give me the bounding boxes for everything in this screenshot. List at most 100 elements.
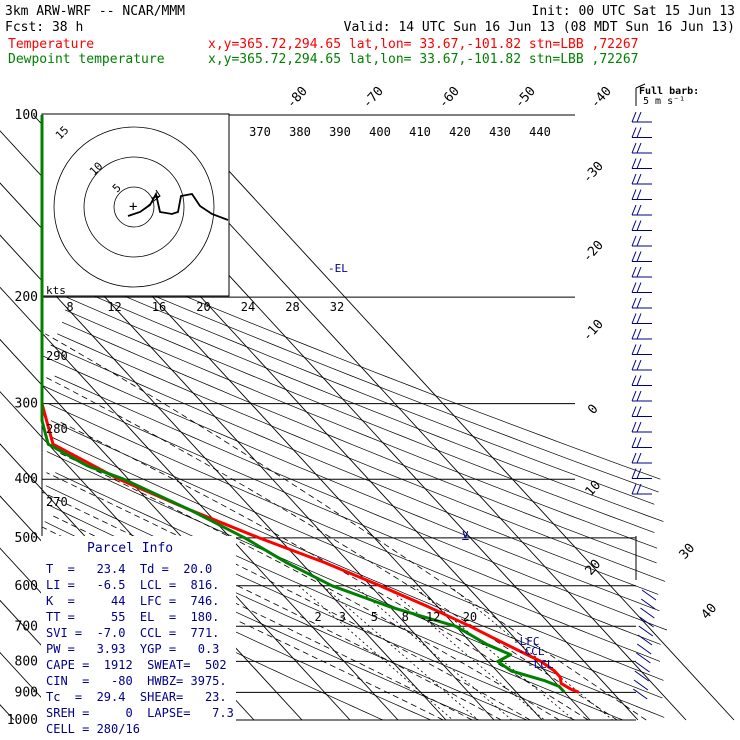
parcel-info-panel: Parcel Info T = 23.4 Td = 20.0 LI = -6.5… xyxy=(41,536,236,736)
parcel-info-row: TT = 55 EL = 180. xyxy=(46,610,219,624)
isotherm-line xyxy=(0,182,495,721)
mixing-ratio-line xyxy=(298,585,454,721)
wind-barb-flag xyxy=(631,111,637,123)
wind-barb-flag xyxy=(631,282,637,293)
pressure-label: 900 xyxy=(15,685,38,700)
wind-barb-flag xyxy=(636,437,642,448)
wind-barb-flag xyxy=(631,313,637,324)
wind-barb xyxy=(636,652,651,664)
hodograph-ring-10 xyxy=(83,156,185,258)
init-time: Init: 00 UTC Sat 15 Jun 13 xyxy=(532,4,736,19)
full-barb-legend-barb xyxy=(635,83,646,89)
hodograph-u-label: 24 xyxy=(241,300,255,314)
pressure-label: 200 xyxy=(15,290,38,305)
hodograph: 15 10 5 + kts xyxy=(41,113,230,297)
wind-barb-flag xyxy=(636,220,642,231)
theta-label: 380 xyxy=(289,125,311,139)
hodograph-center-plus: + xyxy=(129,199,137,215)
theta-side-label: 270 xyxy=(46,495,68,509)
mixing-ratio-label: 3 xyxy=(339,610,346,624)
dewpoint-legend-info: x,y=365.72,294.65 lat,lon= 33.67,-101.82… xyxy=(208,52,638,67)
wind-barb-flag xyxy=(631,437,637,448)
theta-side-label: 290 xyxy=(46,349,68,363)
wind-barb-flag xyxy=(631,390,637,402)
parcel-info-row: T = 23.4 Td = 20.0 xyxy=(46,562,212,576)
mixing-ratio-label: 2 xyxy=(314,610,321,624)
wind-barb xyxy=(633,679,649,691)
pressure-axis-labels: 100 200 300 400 500 600 700 800 900 1000 xyxy=(7,108,38,728)
wind-barb-flag xyxy=(636,406,642,417)
wind-barb-flag xyxy=(631,142,637,154)
wind-barb-flag xyxy=(631,266,637,278)
pressure-label: 600 xyxy=(15,579,38,594)
hodograph-u-label: 16 xyxy=(152,300,166,314)
mixing-ratio-label: 12 xyxy=(426,610,440,624)
hodograph-u-label: 20 xyxy=(196,300,210,314)
full-barb-legend: Full barb: 5 m s⁻¹ xyxy=(635,83,699,107)
wind-barb-flag xyxy=(636,359,642,371)
ccl-annotation: -CCL xyxy=(518,645,545,658)
wind-barb-flag xyxy=(631,344,637,355)
isotherm-line xyxy=(0,338,351,721)
hodograph-ring-5 xyxy=(113,186,155,228)
moist-adiabat-line xyxy=(41,491,502,721)
hodograph-u-axis-labels: 8 12 16 20 24 28 32 xyxy=(66,300,344,314)
wind-barb-flag xyxy=(631,235,637,247)
wind-barb-flag xyxy=(631,251,637,262)
dry-adiabat-line xyxy=(48,403,661,662)
wind-barb-flag xyxy=(636,266,642,278)
dry-adiabat-line xyxy=(65,296,655,533)
wind-barb-flag xyxy=(636,189,642,200)
mixing-ratio-label: 5 xyxy=(371,610,378,624)
temperature-legend-info: x,y=365.72,294.65 lat,lon= 33.67,-101.82… xyxy=(208,37,638,52)
isotherm-line xyxy=(177,114,735,721)
pressure-label: 400 xyxy=(15,472,38,487)
wind-barb-flag xyxy=(636,251,642,262)
wind-barb-flag xyxy=(631,328,637,340)
theta-side-label: 280 xyxy=(46,422,68,436)
pressure-label: 300 xyxy=(15,397,38,412)
mixing-ratio-line xyxy=(412,585,575,721)
theta-label: 420 xyxy=(449,125,471,139)
theta-label: 430 xyxy=(489,125,511,139)
pressure-label: 500 xyxy=(15,531,38,546)
wind-barb-flag xyxy=(636,142,642,154)
dry-adiabat-line xyxy=(61,269,655,505)
wind-barb-flag xyxy=(636,282,642,293)
wind-barb xyxy=(635,661,650,673)
hodograph-trace xyxy=(127,191,229,221)
parcel-info-row: CAPE = 1912 SWEAT= 502 xyxy=(46,658,227,672)
parcel-info-row: SREH = 0 LAPSE= 7.3 xyxy=(46,706,234,720)
wind-barb xyxy=(641,589,657,601)
pressure-label: 1000 xyxy=(7,713,38,728)
theta-label: 440 xyxy=(529,125,551,139)
moist-adiabat-line xyxy=(46,472,531,721)
dry-adiabat-line xyxy=(61,321,657,564)
el-annotation: -EL xyxy=(328,262,348,275)
theta-label: 390 xyxy=(329,125,351,139)
wind-barb-flag xyxy=(631,220,637,231)
mixing-ratio-label: 8 xyxy=(402,610,409,624)
parcel-info-row: Tc = 29.4 SHEAR= 23. xyxy=(46,690,227,704)
wind-barb-flag xyxy=(631,158,637,169)
wind-barb xyxy=(640,598,656,610)
wind-barb-flag xyxy=(636,111,642,123)
wind-barb-flag xyxy=(636,328,642,340)
parcel-info-row: CELL = 280/16 xyxy=(46,722,140,736)
lcl-annotation: -LCL xyxy=(527,658,554,671)
parcel-info-row: PW = 3.93 YGP = 0.3 xyxy=(46,642,219,656)
wind-barb-flag xyxy=(636,158,642,169)
dry-adiabat-line xyxy=(46,451,665,718)
wind-barb-flag xyxy=(631,173,637,185)
wind-barb xyxy=(639,616,654,628)
wind-barb-flag xyxy=(631,421,637,433)
wind-barb-flag xyxy=(636,421,642,433)
parcel-info-row: LI = -6.5 LCL = 816. xyxy=(46,578,219,592)
hodograph-ring-15 xyxy=(53,126,215,288)
wind-barb-flag xyxy=(636,452,642,464)
dry-adiabat-line xyxy=(50,344,659,595)
moist-adiabat-line xyxy=(57,420,589,721)
full-barb-legend-units: 5 m s⁻¹ xyxy=(643,96,685,107)
wind-barb-flag xyxy=(631,359,637,371)
dry-adiabat-line xyxy=(50,436,663,699)
